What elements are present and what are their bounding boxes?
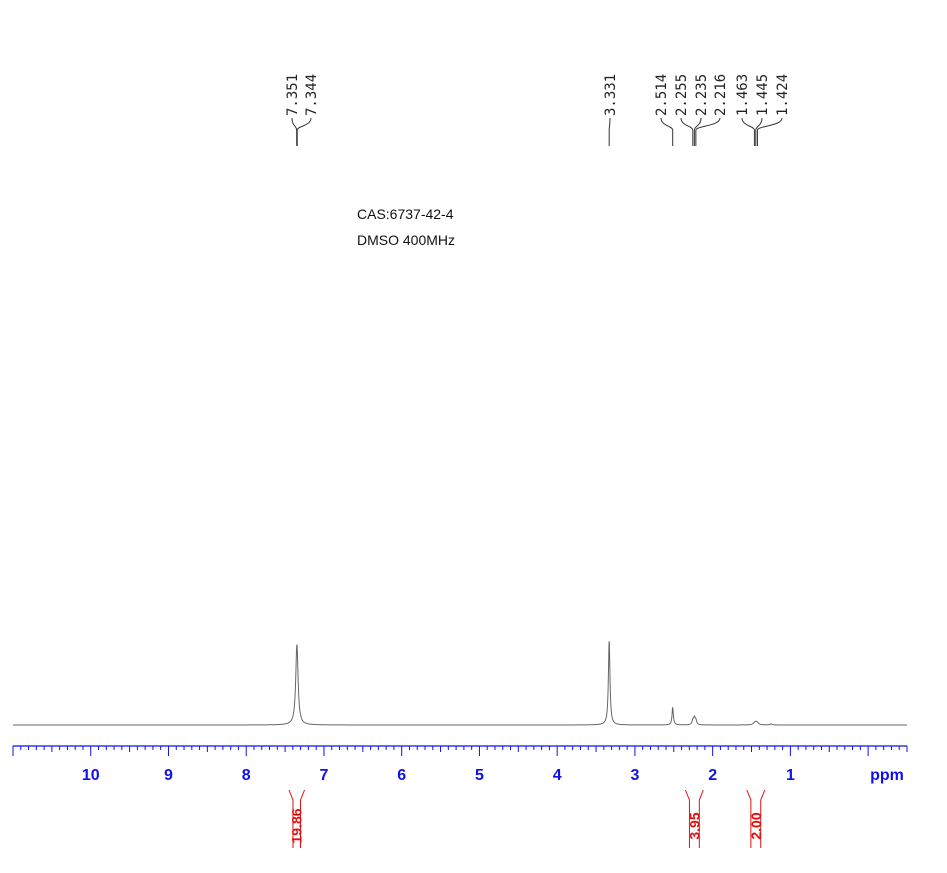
integral-value: 2.00 [748,812,764,839]
peak-connector [608,117,611,146]
integral-value: 3.95 [686,812,702,839]
peak-connector [296,117,312,146]
peak-connector [756,117,783,146]
peak-connector [695,117,721,146]
peak-shift-label: 3.331 [603,74,619,116]
peak-shift-label: 1.463 [735,74,751,116]
integral-value: 19.86 [289,808,305,843]
peak-shift-label: 7.344 [304,74,320,116]
integral-bracket [746,789,766,848]
x-tick-label: 7 [320,767,329,784]
x-tick-label: 1 [786,767,795,784]
x-tick-label: 5 [475,767,484,784]
peak-connector [291,117,298,146]
spectrum-trace-layer [13,641,907,726]
peak-connector [660,117,674,146]
peak-shift-label: 2.235 [694,74,710,116]
solvent-frequency: DMSO 400MHz [357,232,455,248]
sample-info: CAS:6737-42-4 DMSO 400MHz [357,206,455,248]
peak-shift-label: 2.514 [654,74,670,116]
x-axis-unit: ppm [870,767,904,784]
peak-label-layer: 7.351 7.344 3.331 2.514 2.255 2.235 2.216 1.463… [285,74,791,146]
peak-shift-label: 2.216 [713,74,729,116]
x-tick-label: 8 [242,767,251,784]
x-tick-label: 6 [397,767,406,784]
x-tick-label: 3 [630,767,639,784]
peak-connector [693,117,702,146]
peak-connector [741,117,755,146]
peak-shift-label: 1.424 [775,74,791,116]
integral-bracket [684,789,704,848]
peak-shift-label: 1.445 [755,74,771,116]
spectrum-trace [13,641,907,726]
cas-number: CAS:6737-42-4 [357,206,454,222]
x-tick-label: 10 [82,767,100,784]
integral-layer: 19.86 3.95 2.00 [288,789,766,848]
peak-shift-label: 2.255 [674,74,690,116]
peak-connector [755,117,763,146]
x-axis: 10 9 8 7 6 5 4 3 2 1 ppm [12,745,908,784]
x-tick-label: 4 [553,767,562,784]
x-tick-label: 9 [164,767,173,784]
integral-bracket [288,789,305,848]
x-tick-label: 2 [708,767,717,784]
peak-connector [680,117,694,146]
peak-shift-label: 7.351 [285,74,301,116]
